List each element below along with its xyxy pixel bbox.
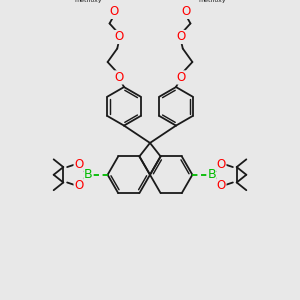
Text: B: B (207, 168, 216, 181)
Text: O: O (217, 179, 226, 192)
Text: methoxy: methoxy (74, 0, 102, 3)
Text: O: O (217, 158, 226, 171)
Text: O: O (110, 5, 119, 18)
Text: B: B (84, 168, 93, 181)
Text: O: O (115, 71, 124, 84)
Text: O: O (74, 179, 83, 192)
Text: O: O (74, 158, 83, 171)
Text: O: O (176, 71, 185, 84)
Text: methoxy: methoxy (198, 0, 226, 3)
Text: O: O (176, 31, 185, 44)
Text: O: O (115, 31, 124, 44)
Text: O: O (181, 5, 190, 18)
